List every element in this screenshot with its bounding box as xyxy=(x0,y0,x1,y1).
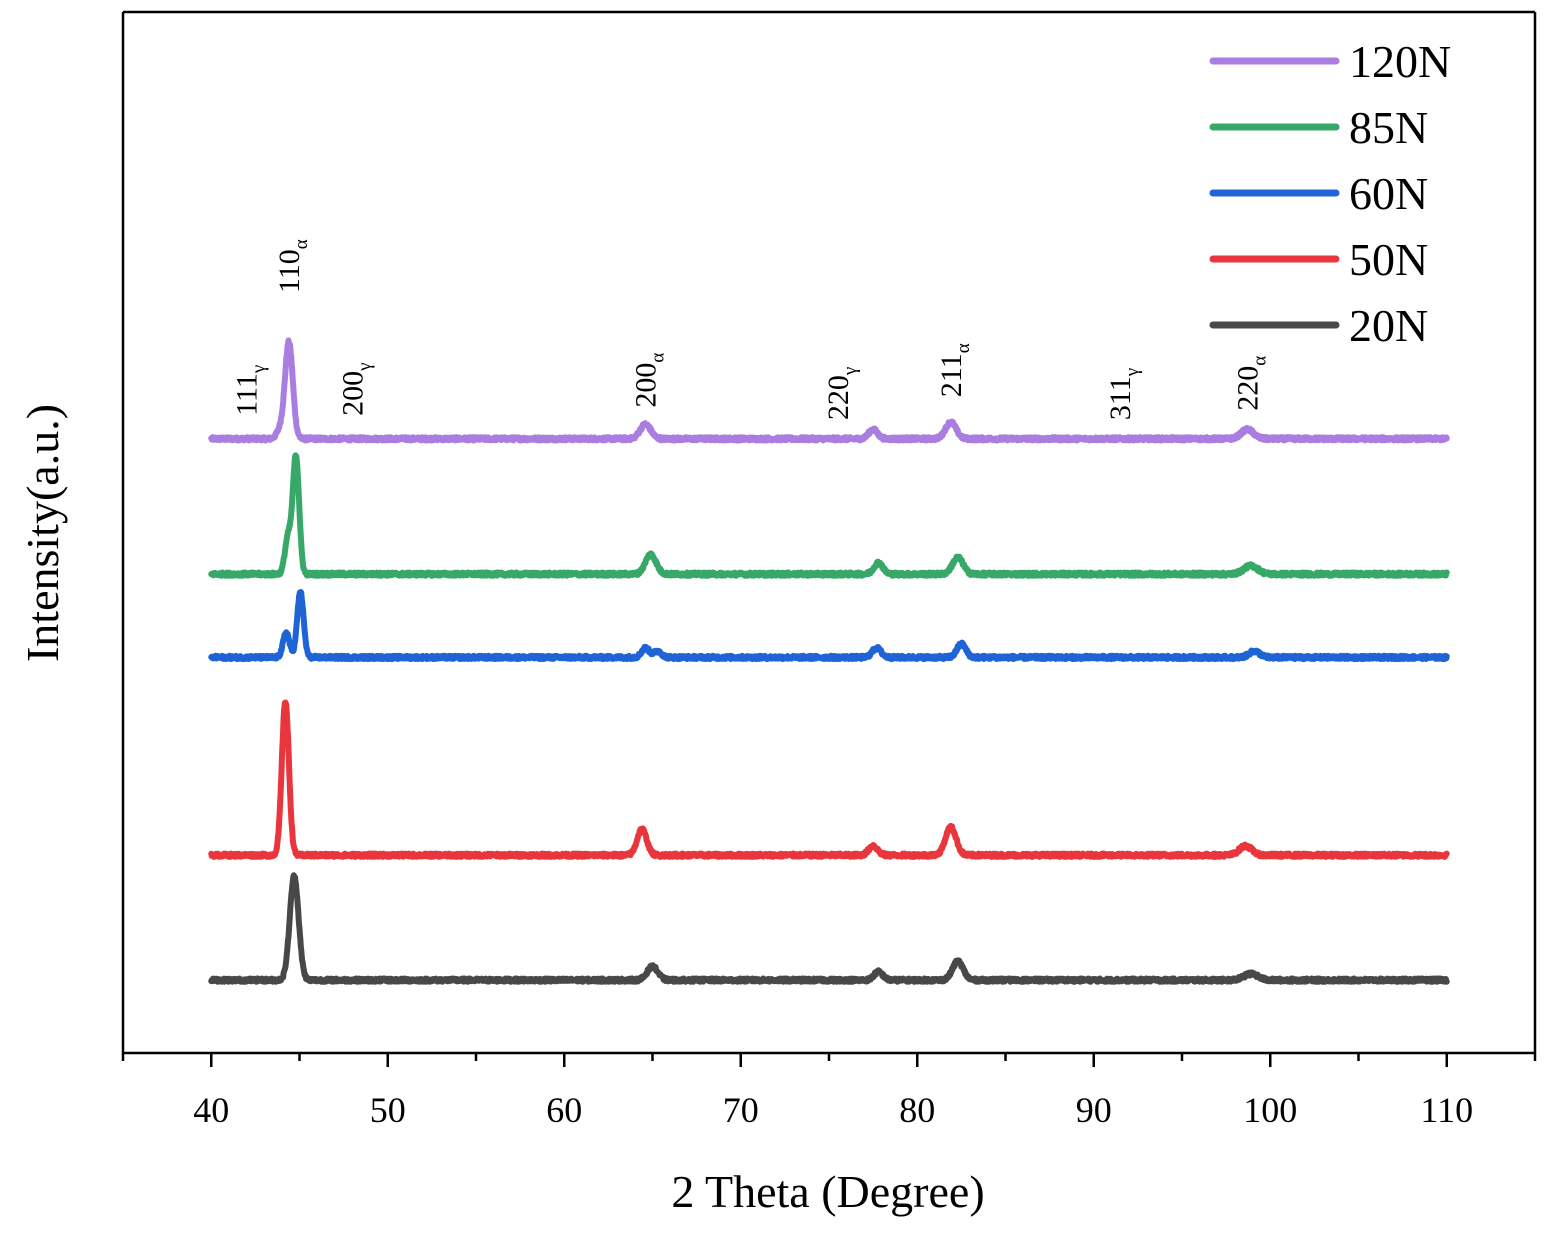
legend-label-20N: 20N xyxy=(1349,300,1428,351)
peak-label-220-alpha: 220α xyxy=(1231,356,1270,411)
legend-label-60N: 60N xyxy=(1349,168,1428,219)
legend-label-85N: 85N xyxy=(1349,102,1428,153)
series-line-20N xyxy=(208,872,1450,985)
peak-label-200-alpha: 200α xyxy=(629,353,668,408)
peak-label-200-gamma: 200γ xyxy=(337,362,376,415)
x-tick-label-100: 100 xyxy=(1243,1090,1297,1130)
x-tick-label-80: 80 xyxy=(899,1090,935,1130)
x-tick-label-60: 60 xyxy=(546,1090,582,1130)
x-tick-label-40: 40 xyxy=(193,1090,229,1130)
peak-label-110-alpha: 110α xyxy=(273,239,312,293)
series-layer xyxy=(208,337,1450,985)
series-line-50N xyxy=(208,699,1450,860)
peak-label-311-gamma: 311γ xyxy=(1104,368,1143,420)
x-tick-label-70: 70 xyxy=(723,1090,759,1130)
peak-annotations: 111γ 110α 200γ 200α 220γ 211α 311γ 220α xyxy=(231,239,1271,420)
legend: 120N 85N 60N 50N 20N xyxy=(1209,36,1451,351)
series-line-120N xyxy=(208,337,1450,444)
peak-label-211-alpha: 211α xyxy=(935,343,974,397)
series-line-60N xyxy=(208,589,1450,663)
x-tick-label-110: 110 xyxy=(1420,1090,1473,1130)
x-tick-label-90: 90 xyxy=(1076,1090,1112,1130)
x-axis-title: 2 Theta (Degree) xyxy=(671,1166,984,1217)
series-line-85N xyxy=(208,452,1450,579)
x-tick-label-50: 50 xyxy=(370,1090,406,1130)
y-axis-title: Intensity(a.u.) xyxy=(17,404,68,662)
axes: 40 50 60 70 80 90 100 110 xyxy=(121,10,1537,1130)
peak-label-111-gamma: 111γ xyxy=(231,365,270,416)
legend-label-120N: 120N xyxy=(1349,36,1451,87)
legend-label-50N: 50N xyxy=(1349,234,1428,285)
peak-label-220-gamma: 220γ xyxy=(822,367,861,420)
